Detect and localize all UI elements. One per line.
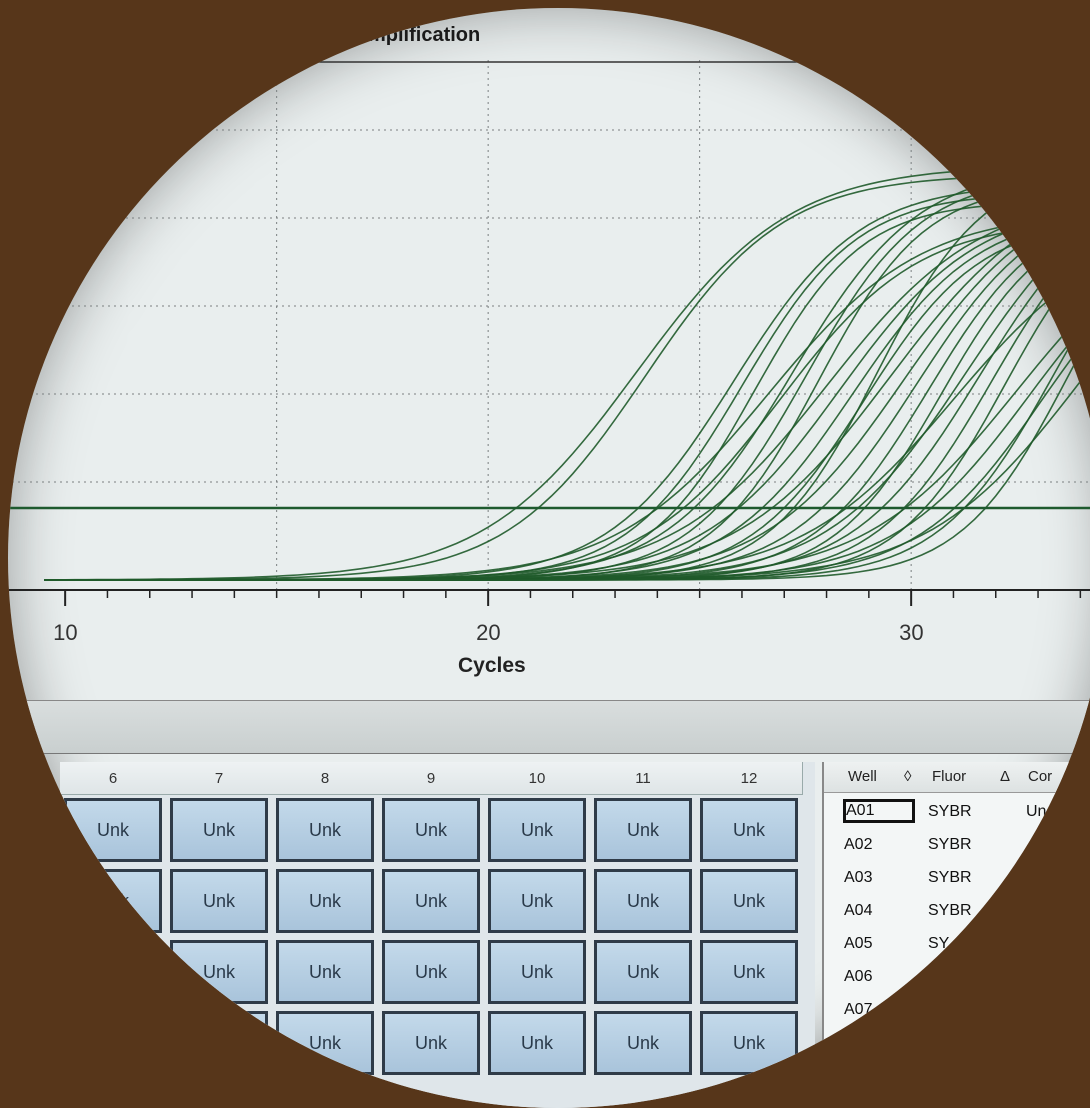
well-id-cell[interactable]: A05 [844, 935, 873, 952]
plate-well[interactable]: Unk [594, 798, 692, 862]
plate-well[interactable]: Unk [488, 1011, 586, 1075]
fluor-cell: SYBR [928, 836, 972, 853]
plate-well[interactable]: Unk [170, 798, 268, 862]
fluor-cell: SYBR [928, 869, 972, 886]
plate-well[interactable]: Unk [64, 869, 162, 933]
plate-well[interactable]: Unk [64, 1011, 162, 1075]
amplification-curve [44, 210, 1090, 581]
plate-well[interactable]: Unk [488, 869, 586, 933]
amplification-curve [44, 192, 1090, 581]
well-table-row[interactable]: A01 SYBR Un [824, 796, 1090, 828]
amplification-curve [44, 173, 1090, 581]
well-table-row[interactable]: A05 SY [824, 928, 1090, 960]
amplification-curve [44, 165, 1090, 581]
x-tick-label: 20 [476, 620, 500, 645]
amplification-curve [44, 167, 1090, 581]
fluor-column-header[interactable]: Fluor [932, 768, 967, 785]
plate-well[interactable]: Unk [276, 869, 374, 933]
well-id-cell[interactable]: A07 [844, 1001, 873, 1018]
well-column-header[interactable]: Well [848, 768, 877, 785]
plate-well[interactable]: Unk [64, 940, 162, 1004]
x-tick-label: 10 [53, 620, 77, 645]
well-table-row[interactable]: A02 SYBR [824, 829, 1090, 861]
well-id-cell[interactable]: A02 [844, 836, 873, 853]
amplification-curve [44, 232, 1090, 581]
content-column-header[interactable]: Cor [1028, 768, 1053, 785]
plate-well[interactable]: Unk [594, 869, 692, 933]
well-id-cell[interactable]: A03 [844, 869, 873, 886]
plate-well[interactable]: Unk [382, 1011, 480, 1075]
plate-well[interactable]: Unk [64, 798, 162, 862]
amplification-curve [44, 243, 1090, 581]
fluor-cell: SYBR [928, 803, 972, 820]
amplification-curve [44, 255, 1090, 581]
plate-well[interactable]: Unk [594, 940, 692, 1004]
well-table-row[interactable]: A04 SYBR [824, 895, 1090, 927]
plate-well[interactable]: Unk [700, 940, 798, 1004]
x-axis-label: Cycles [458, 654, 526, 677]
content-cell: Un [1026, 803, 1047, 820]
well-id-cell[interactable]: A04 [844, 902, 873, 919]
plate-well[interactable]: Unk [700, 869, 798, 933]
well-table: Well ◊ Fluor Δ Cor A01 SYBR Un A02 SYBR A03 SY… [822, 762, 1090, 1108]
plate-well[interactable]: Unk [700, 798, 798, 862]
pane-splitter[interactable] [8, 700, 1090, 754]
well-table-row[interactable]: A07 [824, 994, 1090, 1026]
plate-well[interactable]: Unk [276, 1011, 374, 1075]
plate-well[interactable]: Unk [488, 940, 586, 1004]
amplification-curve [44, 200, 1090, 581]
microscope-lens-view: 10 20 30 mplification Cycles 6 7 8 9 10 11 12 Un… [8, 8, 1090, 1108]
chart-title: mplification [368, 24, 481, 46]
fluor-cell: SY [928, 935, 950, 952]
plate-well[interactable]: Unk [170, 940, 268, 1004]
well-table-row[interactable]: A03 SYBR [824, 862, 1090, 894]
amplification-curve [44, 171, 1090, 581]
plate-column-header[interactable]: 12 [696, 762, 803, 795]
plate-layout-grid: 6 7 8 9 10 11 12 Unk Unk Unk Unk Unk Unk Unk Unk Unk Un… [60, 762, 815, 1108]
well-table-row[interactable]: A06 [824, 961, 1090, 993]
qpcr-software-screen: 10 20 30 mplification Cycles 6 7 8 9 10 11 12 Un… [8, 8, 1090, 1108]
plate-column-header[interactable]: 8 [272, 762, 379, 795]
amplification-curve [44, 305, 1090, 581]
plate-well[interactable]: Unk [276, 798, 374, 862]
amplification-plot: 10 20 30 [8, 60, 1090, 645]
amplification-curve [44, 367, 1090, 581]
amplification-curve [44, 221, 1090, 581]
amplification-curve [44, 176, 1090, 581]
plate-column-header[interactable]: 11 [590, 762, 697, 795]
well-id-cell[interactable]: A06 [844, 968, 873, 985]
plate-well[interactable]: Unk [382, 798, 480, 862]
plate-well[interactable]: Unk [594, 1011, 692, 1075]
amplification-curve [44, 214, 1090, 581]
plate-column-header[interactable]: 10 [484, 762, 591, 795]
plate-column-header[interactable]: 9 [378, 762, 485, 795]
plate-well[interactable]: Unk [488, 798, 586, 862]
fluor-cell: SYBR [928, 902, 972, 919]
well-sort-icon[interactable]: ◊ [904, 768, 912, 785]
plate-well[interactable]: Unk [276, 940, 374, 1004]
plate-well[interactable]: Unk [170, 869, 268, 933]
x-tick-label: 30 [899, 620, 923, 645]
plate-column-headers: 6 7 8 9 10 11 12 [60, 762, 815, 795]
plate-column-header[interactable]: 6 [60, 762, 167, 795]
amplification-curve [44, 333, 1090, 581]
well-table-header: Well ◊ Fluor Δ Cor [824, 762, 1090, 793]
plate-well[interactable]: Unk [170, 1011, 268, 1075]
fluor-sort-icon[interactable]: Δ [1000, 768, 1011, 785]
plate-well[interactable]: Unk [700, 1011, 798, 1075]
plate-well[interactable]: Unk [382, 940, 480, 1004]
amplification-curve [44, 207, 1090, 581]
well-id-cell[interactable]: A01 [842, 799, 916, 823]
plate-well[interactable]: Unk [382, 869, 480, 933]
plate-column-header[interactable]: 7 [166, 762, 273, 795]
